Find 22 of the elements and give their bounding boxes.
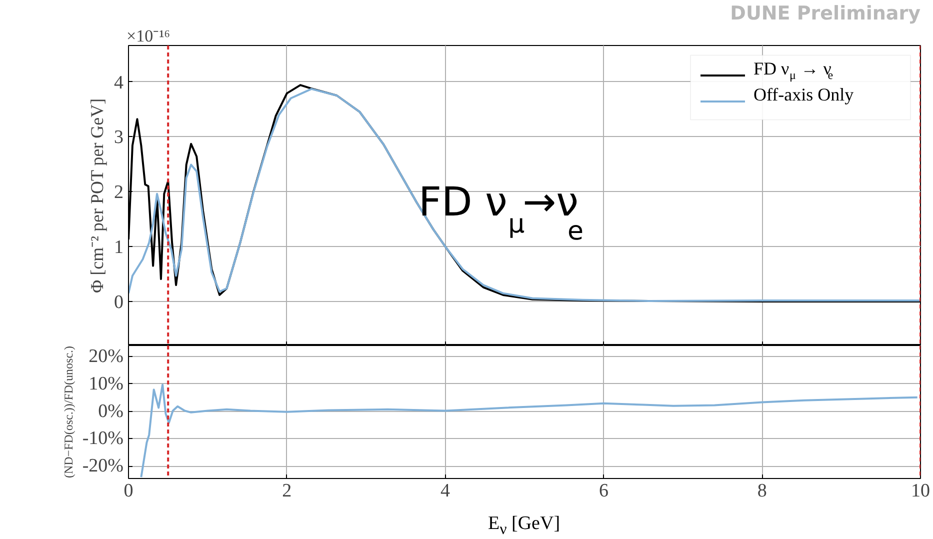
y-tick-label: 4	[114, 72, 124, 94]
line-series	[140, 384, 918, 478]
y-tick-label: 2	[114, 182, 124, 204]
y-tick-label: 0	[114, 292, 124, 314]
x-tick-label: 6	[598, 480, 608, 502]
x-axis-title: E$_{ν}$ [GeV]	[488, 512, 560, 539]
y-tick-label: -10%	[82, 428, 124, 450]
x-tick-label: 8	[757, 480, 767, 502]
y-axis-title: Φ [cm⁻² per POT per GeV]	[87, 98, 107, 293]
x-tick-label: 2	[282, 480, 292, 502]
annotation: ×10⁻¹⁶	[126, 26, 170, 46]
x-tick-label: 10	[911, 480, 930, 502]
legend-label: Off-axis Only	[754, 84, 854, 104]
y-tick-label: -20%	[82, 456, 124, 477]
y-axis-title: (ND−FD(osc.))/FD(unosc.)	[61, 346, 76, 478]
y-tick-label: 20%	[88, 346, 124, 367]
y-tick-label: 3	[114, 127, 124, 148]
y-tick-label: 1	[114, 237, 124, 258]
x-tick-label: 4	[440, 480, 451, 502]
y-tick-label: 0%	[98, 400, 124, 422]
y-tick-label: 10%	[88, 373, 124, 394]
text: DUNE Preliminary	[730, 2, 922, 24]
